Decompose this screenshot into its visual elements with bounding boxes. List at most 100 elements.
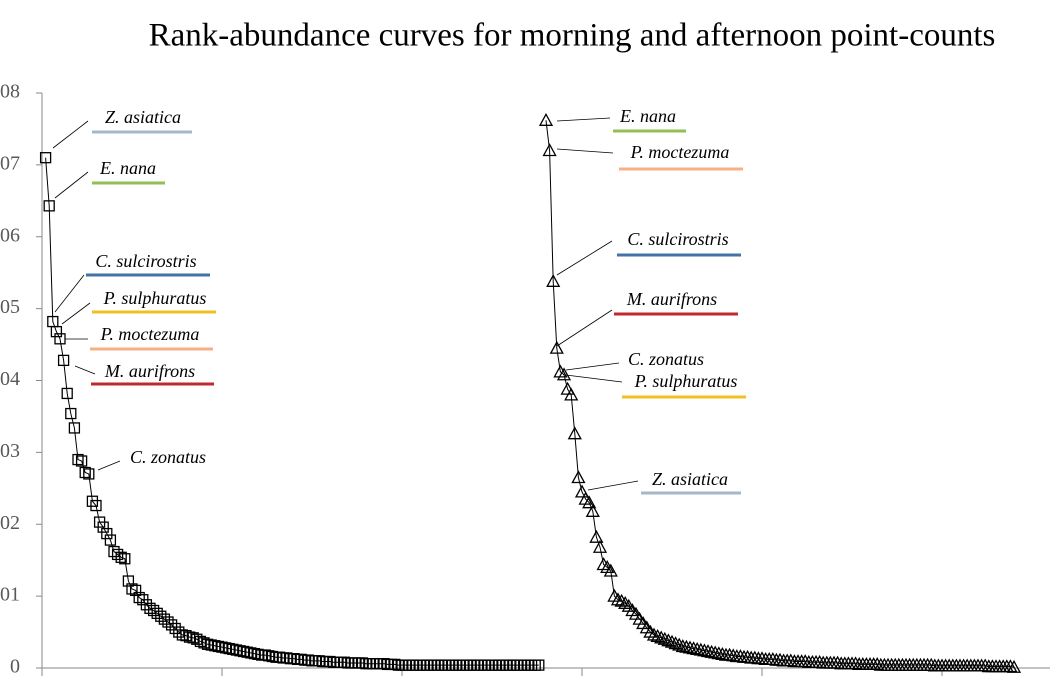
annotation: Z. asiatica	[105, 107, 181, 127]
annotation: C. zonatus	[628, 349, 704, 369]
point	[241, 646, 253, 658]
point	[830, 655, 845, 669]
point	[596, 557, 611, 571]
leader-line	[61, 302, 91, 325]
point	[111, 548, 124, 561]
y-tick-label: 0.02	[0, 512, 20, 534]
point	[209, 640, 221, 652]
point	[356, 657, 369, 669]
point	[75, 455, 88, 467]
y-tick-label: 0.06	[0, 224, 20, 246]
point	[234, 645, 246, 657]
point	[223, 642, 235, 655]
point	[585, 503, 600, 517]
point	[97, 521, 109, 533]
point	[169, 622, 181, 635]
point	[122, 575, 135, 587]
point	[212, 640, 225, 653]
point	[661, 633, 676, 647]
point	[155, 610, 167, 622]
point	[610, 592, 626, 606]
leader-line	[97, 460, 121, 471]
leader-line	[52, 120, 89, 149]
y-tick-label: 0.05	[0, 296, 20, 318]
point	[266, 650, 279, 663]
point	[618, 595, 633, 609]
point	[1003, 659, 1018, 673]
point	[108, 545, 120, 558]
point	[313, 655, 325, 667]
point	[567, 426, 582, 440]
point	[68, 422, 81, 434]
point	[672, 637, 687, 651]
point	[104, 534, 117, 546]
point	[722, 647, 737, 661]
point	[191, 633, 203, 645]
point	[693, 642, 708, 656]
point	[126, 583, 138, 595]
point	[614, 593, 629, 607]
leader-line	[556, 148, 614, 154]
point	[726, 648, 741, 662]
annotation: P. moctezuma	[630, 142, 730, 162]
point	[574, 484, 590, 498]
annotation: C. zonatus	[130, 447, 206, 467]
point	[129, 584, 142, 597]
point	[603, 563, 618, 577]
point	[675, 639, 690, 653]
point	[216, 641, 228, 653]
leader-line	[565, 374, 623, 383]
point	[57, 354, 70, 367]
annotation: P. sulphuratus	[103, 288, 207, 308]
point	[740, 649, 755, 663]
y-tick-label: 0.07	[0, 152, 20, 174]
point	[715, 646, 730, 660]
y-tick-label: 0.04	[0, 368, 20, 390]
y-tick-label: 0.03	[0, 440, 20, 462]
point	[582, 495, 597, 509]
series-line	[45, 157, 539, 666]
point	[180, 630, 192, 642]
chart-title: Rank-abundance curves for morning and af…	[149, 18, 996, 54]
point	[533, 659, 545, 671]
leader-line	[556, 117, 611, 122]
annotation: M. aurifrons	[104, 361, 195, 381]
point	[646, 627, 662, 641]
point	[147, 604, 160, 617]
leader-line	[587, 480, 639, 491]
point	[686, 641, 701, 655]
point	[690, 641, 705, 655]
point	[571, 470, 586, 484]
point	[248, 647, 261, 660]
point	[798, 654, 813, 668]
point	[176, 629, 189, 641]
point	[72, 453, 84, 466]
point	[237, 645, 250, 658]
annotation: P. moctezuma	[100, 324, 200, 344]
point	[708, 645, 723, 659]
y-tick-label: 0	[10, 656, 20, 678]
point	[183, 631, 196, 643]
point	[90, 499, 102, 512]
point	[86, 495, 99, 507]
leader-line	[54, 274, 85, 313]
point	[158, 613, 171, 625]
point	[542, 143, 557, 157]
point	[173, 626, 185, 638]
point	[848, 656, 863, 670]
point	[245, 647, 257, 659]
point	[772, 652, 788, 666]
leader-line	[74, 365, 96, 375]
point	[682, 640, 698, 654]
point	[643, 624, 658, 638]
point	[783, 653, 798, 667]
leader-line	[556, 240, 613, 276]
point	[302, 654, 315, 666]
point	[733, 649, 748, 663]
point	[119, 553, 131, 565]
point	[79, 466, 91, 479]
point	[65, 407, 77, 420]
point	[679, 639, 694, 653]
point	[230, 644, 243, 656]
